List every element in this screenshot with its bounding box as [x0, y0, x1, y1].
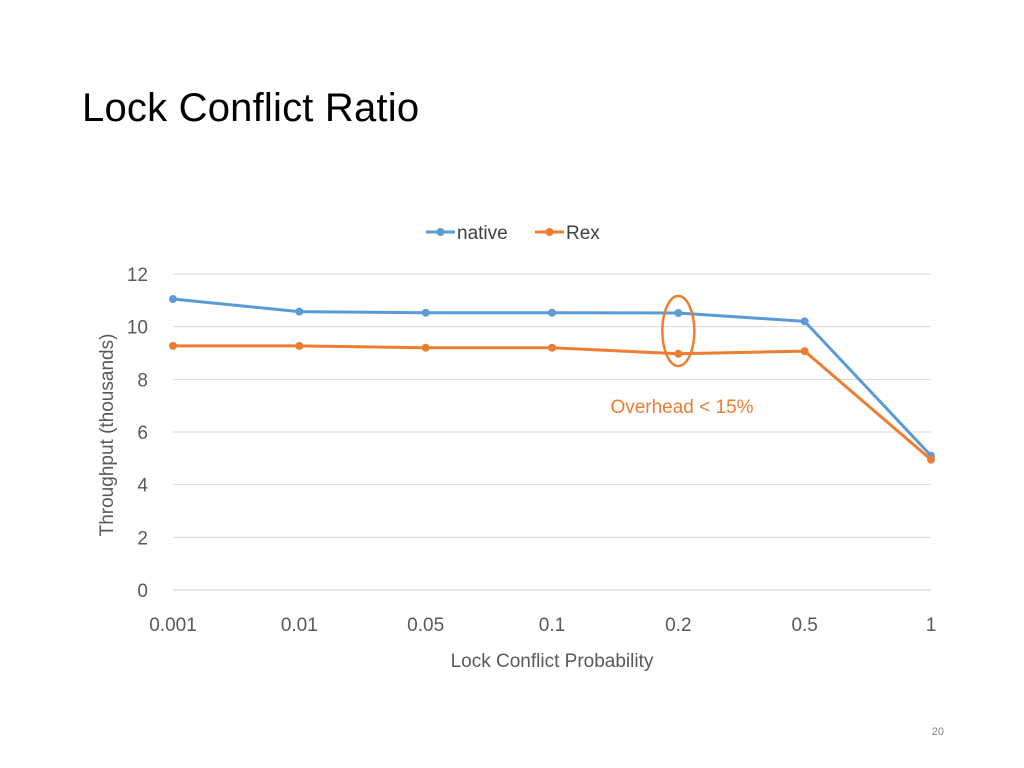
- page-number: 20: [931, 726, 944, 738]
- legend-label: Rex: [566, 223, 600, 244]
- x-tick-label: 1: [926, 615, 937, 636]
- legend-label: native: [457, 223, 508, 244]
- y-tick-label: 2: [137, 528, 148, 549]
- x-tick-label: 0.2: [665, 615, 691, 636]
- y-tick-label: 12: [127, 265, 148, 286]
- y-tick-label: 6: [137, 423, 148, 444]
- x-tick-label: 0.01: [281, 615, 318, 636]
- data-point-native: [295, 307, 304, 316]
- slide-title: Lock Conflict Ratio: [82, 86, 420, 130]
- y-tick-label: 4: [137, 476, 148, 497]
- legend-marker: [545, 228, 554, 236]
- data-point-rex: [295, 341, 304, 350]
- legend-marker: [436, 228, 445, 236]
- data-point-rex: [548, 343, 556, 352]
- y-tick-label: 8: [137, 370, 148, 391]
- data-point-native: [800, 317, 809, 326]
- x-tick-label: 0.1: [539, 615, 565, 636]
- x-axis-title: Lock Conflict Probability: [451, 651, 654, 672]
- x-tick-label: 0.5: [791, 615, 817, 636]
- data-point-rex: [421, 343, 430, 352]
- data-point-rex: [927, 455, 935, 464]
- data-point-native: [548, 308, 556, 317]
- y-axis-title: Throughput (thousands): [97, 334, 118, 537]
- data-point-native: [421, 308, 430, 317]
- data-point-rex: [674, 349, 683, 358]
- x-tick-label: 0.001: [149, 615, 197, 636]
- data-point-native: [169, 295, 177, 304]
- y-tick-label: 10: [127, 318, 148, 339]
- x-tick-label: 0.05: [407, 615, 444, 636]
- annotation-text: Overhead < 15%: [610, 397, 753, 418]
- data-point-rex: [800, 347, 809, 356]
- y-tick-label: 0: [137, 581, 148, 602]
- annotation-ellipse: [661, 294, 696, 368]
- data-point-native: [674, 308, 683, 317]
- data-point-rex: [169, 341, 177, 350]
- series-line-rex: [173, 344, 932, 461]
